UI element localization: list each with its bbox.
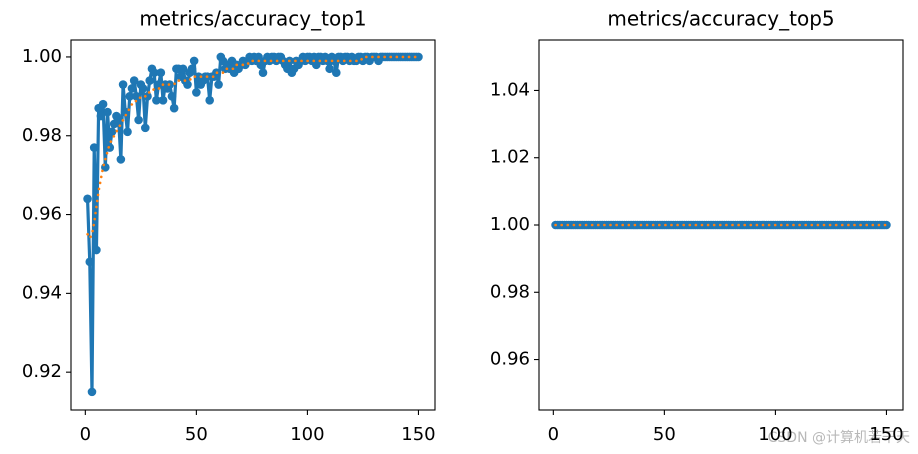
point [187, 64, 197, 74]
point [116, 155, 126, 164]
point [83, 194, 92, 204]
point [414, 52, 423, 62]
watermark: CSDN @计算机若干天 [768, 430, 910, 446]
subplot: metrics/accuracy_top1 0 50 100 150 0.92 0.94 0.… [22, 7, 436, 446]
point [103, 107, 112, 117]
point [134, 115, 143, 125]
point [169, 103, 179, 113]
point [178, 64, 188, 74]
x-tick-label: 150 [401, 424, 435, 445]
x-tick-label: 150 [869, 424, 903, 445]
plot-area [551, 220, 891, 230]
point [331, 68, 341, 78]
point [192, 88, 201, 97]
y-tick-label: 0.92 [22, 361, 62, 382]
point [89, 143, 99, 152]
point [152, 95, 161, 105]
point [254, 52, 263, 62]
chart-title: metrics/accuracy_top5 [607, 7, 834, 31]
point [129, 76, 139, 85]
point [258, 68, 268, 78]
series-line [86, 55, 420, 240]
y-tick-label: 0.94 [22, 282, 62, 303]
point [87, 387, 97, 397]
y-tick-label: 0.96 [490, 349, 530, 370]
chart-title: metrics/accuracy_top1 [139, 7, 366, 31]
y-tick-label: 1.00 [22, 46, 62, 67]
point [882, 220, 891, 230]
point [149, 68, 159, 78]
point [183, 80, 192, 89]
point [132, 92, 141, 101]
point [156, 68, 166, 78]
x-tick-label: 50 [185, 424, 208, 445]
point [158, 95, 168, 105]
axes-frame [70, 39, 436, 411]
point [98, 99, 108, 109]
point [140, 123, 150, 133]
x-tick-label: 100 [290, 424, 324, 445]
point [85, 257, 95, 267]
point [118, 80, 128, 89]
point [123, 127, 132, 137]
y-tick-label: 1.04 [490, 79, 530, 100]
point [325, 64, 334, 74]
point [205, 95, 214, 105]
point [154, 80, 163, 89]
point [125, 92, 135, 101]
point [107, 127, 117, 137]
point [189, 56, 199, 66]
subplot: metrics/accuracy_top5 0 50 100 150 0.96 0.98 1.… [490, 7, 904, 446]
point [311, 60, 321, 70]
y-tick-label: 1.00 [490, 214, 530, 235]
x-tick-label: 0 [548, 424, 559, 445]
x-tick-label: 0 [80, 424, 91, 445]
point [114, 115, 123, 125]
point [96, 111, 106, 121]
point [143, 92, 152, 101]
point [121, 107, 130, 117]
point [127, 84, 137, 93]
plot-area [83, 52, 423, 397]
y-tick-label: 0.98 [490, 281, 530, 302]
y-tick-label: 1.02 [490, 147, 530, 168]
point [167, 92, 177, 101]
axes-frame [538, 39, 904, 411]
point [92, 245, 101, 255]
point [145, 76, 155, 85]
point [214, 80, 223, 89]
point [138, 84, 148, 93]
x-tick-label: 100 [758, 424, 792, 445]
y-tick-label: 0.96 [22, 204, 62, 225]
y-tick-label: 0.98 [22, 125, 62, 146]
x-tick-label: 50 [653, 424, 676, 445]
